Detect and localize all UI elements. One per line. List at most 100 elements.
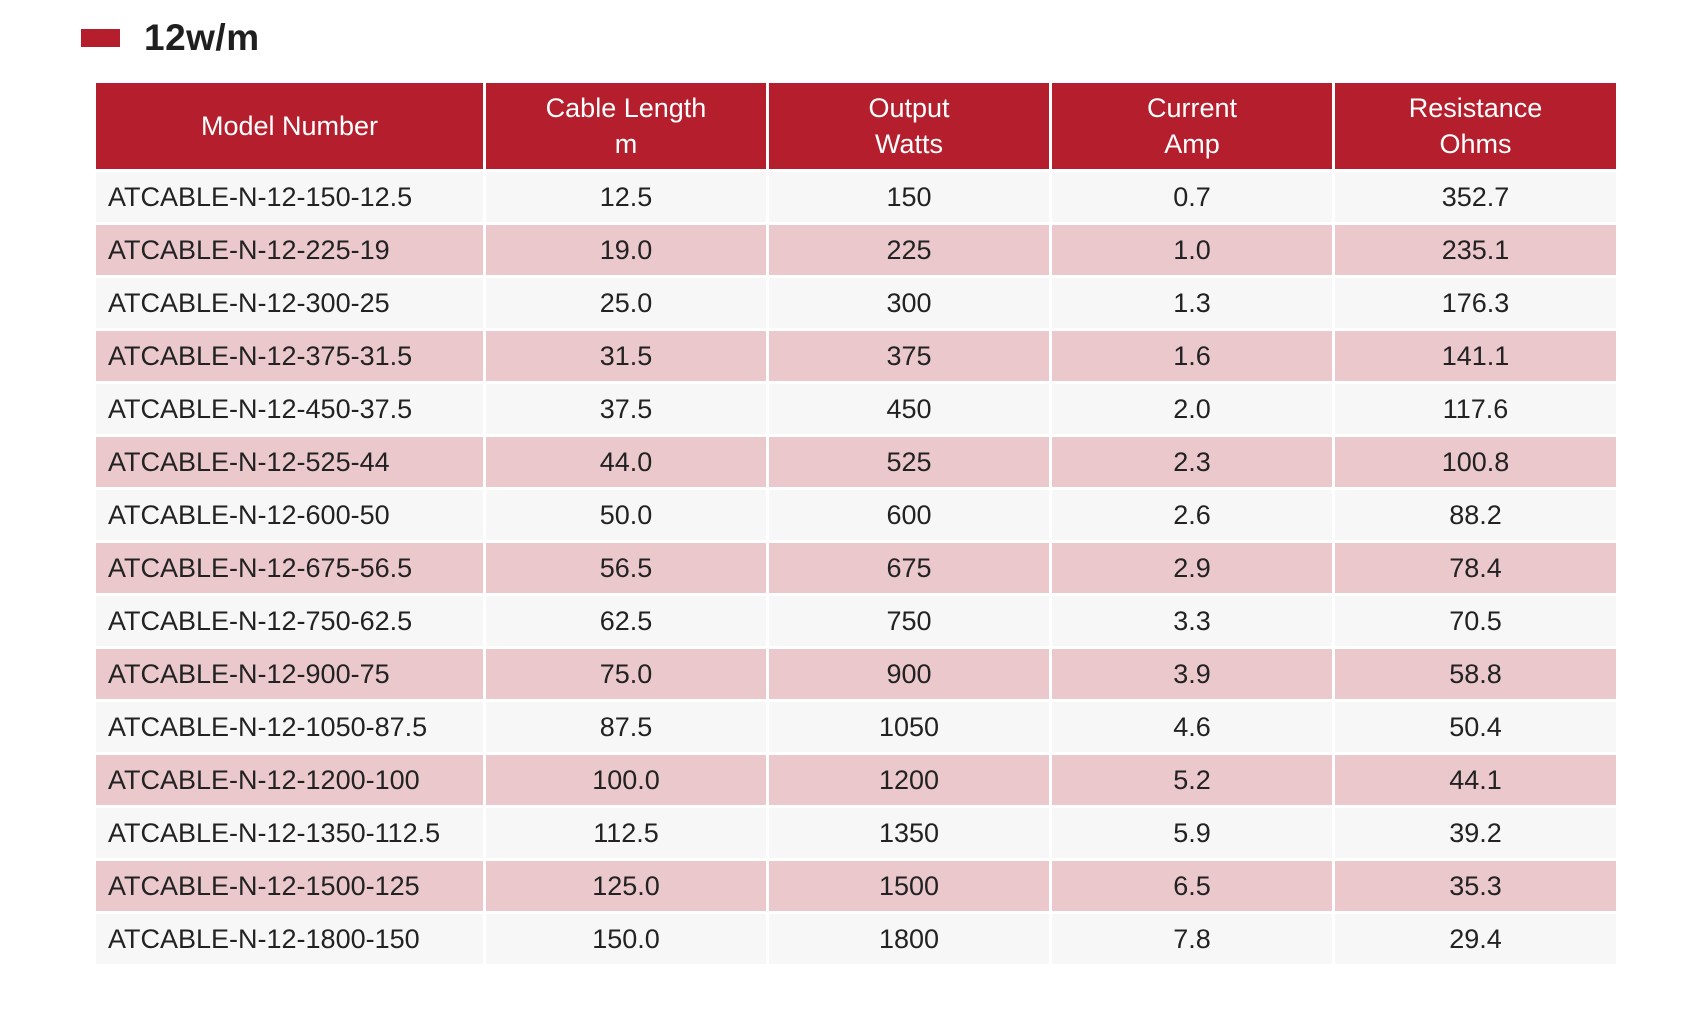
resistance-ohms-cell: 352.7: [1335, 172, 1616, 222]
header-label: Resistance: [1408, 93, 1543, 123]
current-amp-cell: 2.6: [1052, 490, 1332, 540]
resistance-ohms-cell: 70.5: [1335, 596, 1616, 646]
output-watts-cell: 525: [769, 437, 1049, 487]
current-amp-cell: 0.7: [1052, 172, 1332, 222]
table-row: ATCABLE-N-12-1800-150 150.0 1800 7.8 29.4: [96, 914, 1616, 964]
cable-length-cell: 31.5: [486, 331, 766, 381]
cable-length-cell: 44.0: [486, 437, 766, 487]
table-row: ATCABLE-N-12-1050-87.5 87.5 1050 4.6 50.4: [96, 702, 1616, 752]
resistance-ohms-cell: 176.3: [1335, 278, 1616, 328]
current-amp-cell: 6.5: [1052, 861, 1332, 911]
cable-length-cell: 56.5: [486, 543, 766, 593]
model-number-cell: ATCABLE-N-12-900-75: [96, 649, 483, 699]
table-row: ATCABLE-N-12-225-19 19.0 225 1.0 235.1: [96, 225, 1616, 275]
output-watts-cell: 750: [769, 596, 1049, 646]
output-watts-cell: 225: [769, 225, 1049, 275]
current-amp-cell: 5.2: [1052, 755, 1332, 805]
model-number-cell: ATCABLE-N-12-1500-125: [96, 861, 483, 911]
output-watts-cell: 900: [769, 649, 1049, 699]
spec-table: Model Number Cable Length m Output Watts…: [93, 80, 1619, 967]
cable-length-cell: 25.0: [486, 278, 766, 328]
header-row: Model Number Cable Length m Output Watts…: [96, 83, 1616, 169]
section-title: 12w/m: [81, 16, 260, 60]
resistance-ohms-cell: 50.4: [1335, 702, 1616, 752]
output-watts-cell: 600: [769, 490, 1049, 540]
current-amp-cell: 4.6: [1052, 702, 1332, 752]
current-amp-cell: 2.9: [1052, 543, 1332, 593]
header-output: Output Watts: [769, 83, 1049, 169]
output-watts-cell: 1500: [769, 861, 1049, 911]
model-number-cell: ATCABLE-N-12-150-12.5: [96, 172, 483, 222]
cable-length-cell: 50.0: [486, 490, 766, 540]
resistance-ohms-cell: 39.2: [1335, 808, 1616, 858]
output-watts-cell: 1200: [769, 755, 1049, 805]
current-amp-cell: 1.6: [1052, 331, 1332, 381]
output-watts-cell: 1800: [769, 914, 1049, 964]
table-row: ATCABLE-N-12-1350-112.5 112.5 1350 5.9 39.2: [96, 808, 1616, 858]
model-number-cell: ATCABLE-N-12-375-31.5: [96, 331, 483, 381]
resistance-ohms-cell: 235.1: [1335, 225, 1616, 275]
output-watts-cell: 450: [769, 384, 1049, 434]
resistance-ohms-cell: 78.4: [1335, 543, 1616, 593]
table-row: ATCABLE-N-12-375-31.5 31.5 375 1.6 141.1: [96, 331, 1616, 381]
resistance-ohms-cell: 117.6: [1335, 384, 1616, 434]
cable-length-cell: 125.0: [486, 861, 766, 911]
table-row: ATCABLE-N-12-1200-100 100.0 1200 5.2 44.1: [96, 755, 1616, 805]
title-marker: [81, 29, 120, 47]
resistance-ohms-cell: 44.1: [1335, 755, 1616, 805]
model-number-cell: ATCABLE-N-12-1800-150: [96, 914, 483, 964]
current-amp-cell: 5.9: [1052, 808, 1332, 858]
table-row: ATCABLE-N-12-300-25 25.0 300 1.3 176.3: [96, 278, 1616, 328]
table-row: ATCABLE-N-12-750-62.5 62.5 750 3.3 70.5: [96, 596, 1616, 646]
current-amp-cell: 2.0: [1052, 384, 1332, 434]
table-row: ATCABLE-N-12-1500-125 125.0 1500 6.5 35.3: [96, 861, 1616, 911]
table-row: ATCABLE-N-12-450-37.5 37.5 450 2.0 117.6: [96, 384, 1616, 434]
resistance-ohms-cell: 88.2: [1335, 490, 1616, 540]
model-number-cell: ATCABLE-N-12-1350-112.5: [96, 808, 483, 858]
header-unit: Amp: [1164, 129, 1220, 159]
cable-length-cell: 37.5: [486, 384, 766, 434]
table-row: ATCABLE-N-12-900-75 75.0 900 3.9 58.8: [96, 649, 1616, 699]
model-number-cell: ATCABLE-N-12-300-25: [96, 278, 483, 328]
cable-length-cell: 62.5: [486, 596, 766, 646]
cable-length-cell: 112.5: [486, 808, 766, 858]
current-amp-cell: 1.3: [1052, 278, 1332, 328]
resistance-ohms-cell: 35.3: [1335, 861, 1616, 911]
output-watts-cell: 675: [769, 543, 1049, 593]
current-amp-cell: 2.3: [1052, 437, 1332, 487]
header-label: Cable Length: [545, 93, 707, 123]
resistance-ohms-cell: 58.8: [1335, 649, 1616, 699]
header-label: Model Number: [200, 111, 379, 141]
cable-length-cell: 87.5: [486, 702, 766, 752]
model-number-cell: ATCABLE-N-12-450-37.5: [96, 384, 483, 434]
output-watts-cell: 375: [769, 331, 1049, 381]
resistance-ohms-cell: 141.1: [1335, 331, 1616, 381]
table-row: ATCABLE-N-12-150-12.5 12.5 150 0.7 352.7: [96, 172, 1616, 222]
table-row: ATCABLE-N-12-600-50 50.0 600 2.6 88.2: [96, 490, 1616, 540]
cable-length-cell: 75.0: [486, 649, 766, 699]
model-number-cell: ATCABLE-N-12-600-50: [96, 490, 483, 540]
model-number-cell: ATCABLE-N-12-1200-100: [96, 755, 483, 805]
table-row: ATCABLE-N-12-525-44 44.0 525 2.3 100.8: [96, 437, 1616, 487]
model-number-cell: ATCABLE-N-12-1050-87.5: [96, 702, 483, 752]
header-current: Current Amp: [1052, 83, 1332, 169]
current-amp-cell: 3.9: [1052, 649, 1332, 699]
model-number-cell: ATCABLE-N-12-225-19: [96, 225, 483, 275]
header-unit: Ohms: [1439, 129, 1512, 159]
cable-length-cell: 19.0: [486, 225, 766, 275]
cable-length-cell: 100.0: [486, 755, 766, 805]
resistance-ohms-cell: 100.8: [1335, 437, 1616, 487]
header-resistance: Resistance Ohms: [1335, 83, 1616, 169]
cable-length-cell: 150.0: [486, 914, 766, 964]
output-watts-cell: 1350: [769, 808, 1049, 858]
header-cable-length: Cable Length m: [486, 83, 766, 169]
model-number-cell: ATCABLE-N-12-525-44: [96, 437, 483, 487]
table-body: ATCABLE-N-12-150-12.5 12.5 150 0.7 352.7 ATCA…: [96, 172, 1616, 964]
output-watts-cell: 300: [769, 278, 1049, 328]
current-amp-cell: 7.8: [1052, 914, 1332, 964]
header-model-number: Model Number: [96, 83, 483, 169]
model-number-cell: ATCABLE-N-12-750-62.5: [96, 596, 483, 646]
header-unit: Watts: [874, 129, 943, 159]
current-amp-cell: 3.3: [1052, 596, 1332, 646]
model-number-cell: ATCABLE-N-12-675-56.5: [96, 543, 483, 593]
